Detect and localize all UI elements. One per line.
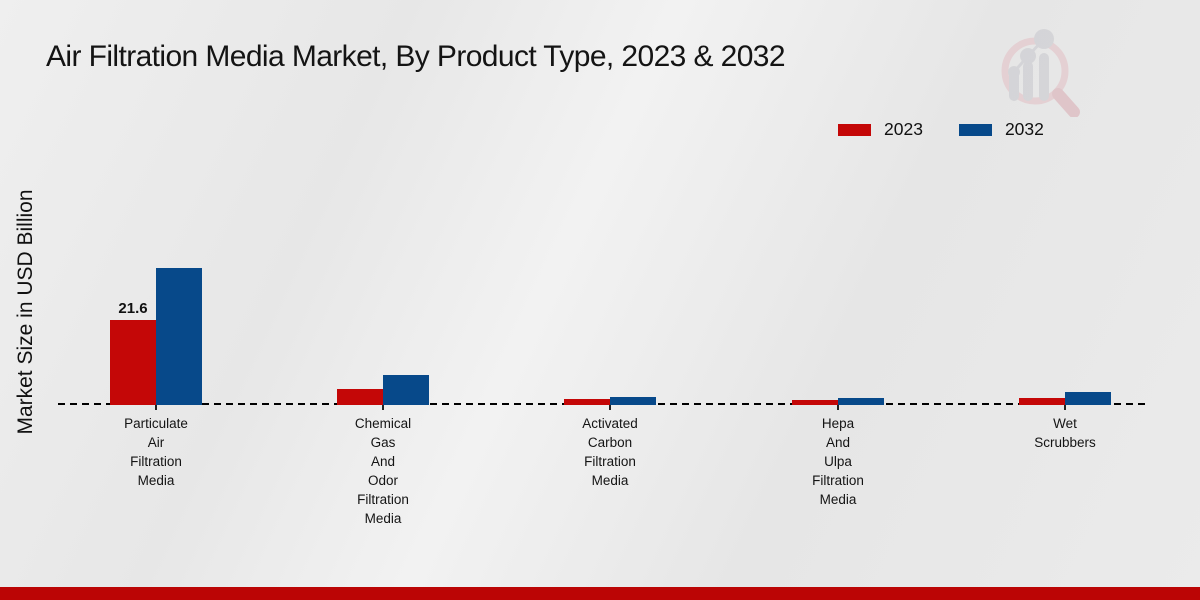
category-label: Hepa And Ulpa Filtration Media	[812, 416, 864, 507]
chart-title: Air Filtration Media Market, By Product …	[46, 40, 786, 73]
legend-label-2032: 2032	[1004, 119, 1044, 139]
bar-2023-hepa-and-ulpa-filtration-media[interactable]	[792, 400, 838, 405]
legend-item-2032[interactable]: 2032	[958, 119, 1044, 140]
legend-swatch-2032	[958, 123, 992, 136]
bottom-accent-bar	[0, 587, 1200, 600]
x-axis-tick	[155, 405, 157, 410]
bar-2032-chemical-gas-and-odor-filtration-media[interactable]	[383, 375, 429, 405]
x-axis-tick	[609, 405, 611, 410]
x-axis-tick	[382, 405, 384, 410]
x-axis-tick	[1064, 405, 1066, 410]
category-label: Wet Scrubbers	[1034, 416, 1096, 450]
magnifier-bar-chart-logo-icon	[1001, 29, 1080, 117]
x-axis-tick	[837, 405, 839, 410]
legend-item-2023[interactable]: 2023	[838, 119, 923, 140]
bar-2023-activated-carbon-filtration-media[interactable]	[564, 399, 610, 405]
category-label: Particulate Air Filtration Media	[124, 416, 188, 488]
legend: 2023 2032	[838, 119, 1044, 140]
bar-2032-hepa-and-ulpa-filtration-media[interactable]	[838, 398, 884, 405]
bar-2032-particulate-air-filtration-media[interactable]	[156, 268, 202, 405]
legend-label-2023: 2023	[884, 119, 923, 139]
category-label: Chemical Gas And Odor Filtration Media	[354, 416, 412, 526]
bar-2023-wet-scrubbers[interactable]	[1019, 398, 1065, 405]
bar-2023-chemical-gas-and-odor-filtration-media[interactable]	[337, 389, 383, 405]
bar-2032-activated-carbon-filtration-media[interactable]	[610, 397, 656, 405]
category-label: Activated Carbon Filtration Media	[582, 416, 638, 488]
legend-swatch-2023	[838, 123, 871, 136]
bar-2023-particulate-air-filtration-media[interactable]	[110, 320, 156, 405]
bar-2032-wet-scrubbers[interactable]	[1065, 392, 1111, 405]
bar-value-label: 21.6	[118, 300, 148, 317]
